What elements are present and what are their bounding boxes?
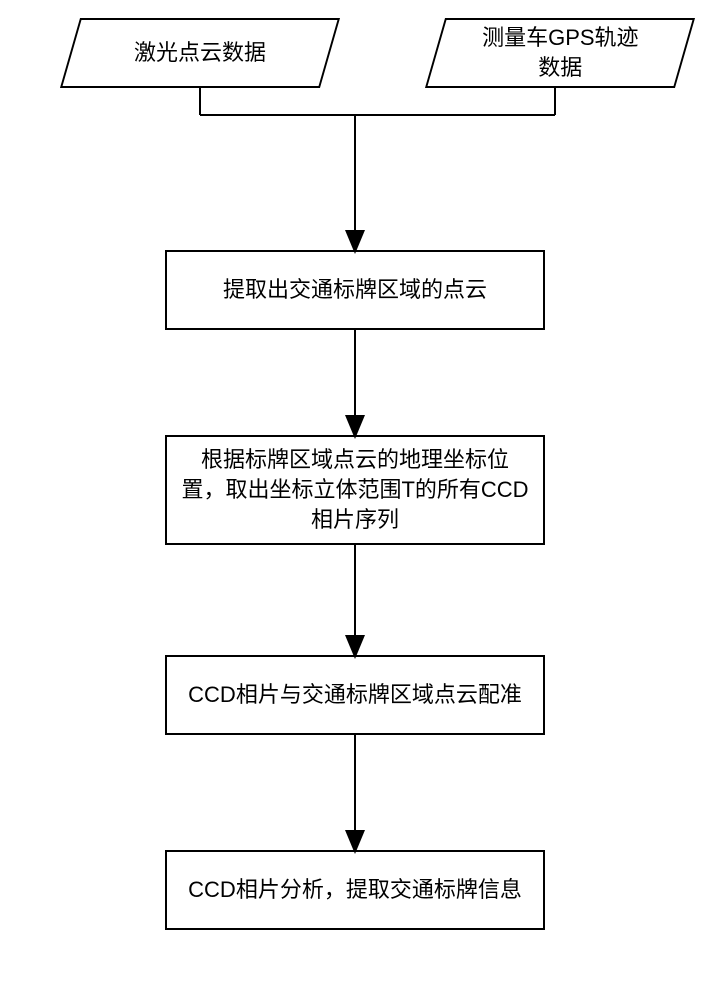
step-analyze-ccd: CCD相片分析，提取交通标牌信息 xyxy=(165,850,545,930)
input-gps-label: 测量车GPS轨迹数据 xyxy=(482,23,638,82)
step-register-ccd: CCD相片与交通标牌区域点云配准 xyxy=(165,655,545,735)
step2-label: 根据标牌区域点云的地理坐标位置，取出坐标立体范围T的所有CCD相片序列 xyxy=(181,445,528,534)
step-extract-point-cloud: 提取出交通标牌区域的点云 xyxy=(165,250,545,330)
step1-label: 提取出交通标牌区域的点云 xyxy=(223,275,487,305)
input-gps-track: 测量车GPS轨迹数据 xyxy=(425,18,695,88)
step3-label: CCD相片与交通标牌区域点云配准 xyxy=(188,680,522,710)
input-laser-label: 激光点云数据 xyxy=(134,38,266,68)
step4-label: CCD相片分析，提取交通标牌信息 xyxy=(188,875,522,905)
input-laser-point-cloud: 激光点云数据 xyxy=(60,18,340,88)
step-get-ccd-sequence: 根据标牌区域点云的地理坐标位置，取出坐标立体范围T的所有CCD相片序列 xyxy=(165,435,545,545)
